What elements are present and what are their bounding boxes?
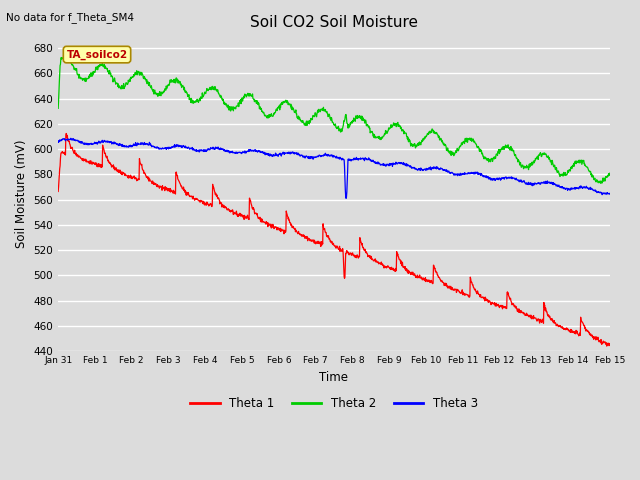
Text: No data for f_Theta_SM4: No data for f_Theta_SM4: [6, 12, 134, 23]
Title: Soil CO2 Soil Moisture: Soil CO2 Soil Moisture: [250, 15, 418, 30]
Y-axis label: Soil Moisture (mV): Soil Moisture (mV): [15, 139, 28, 248]
Text: TA_soilco2: TA_soilco2: [67, 49, 127, 60]
Legend: Theta 1, Theta 2, Theta 3: Theta 1, Theta 2, Theta 3: [186, 392, 483, 415]
X-axis label: Time: Time: [319, 371, 349, 384]
